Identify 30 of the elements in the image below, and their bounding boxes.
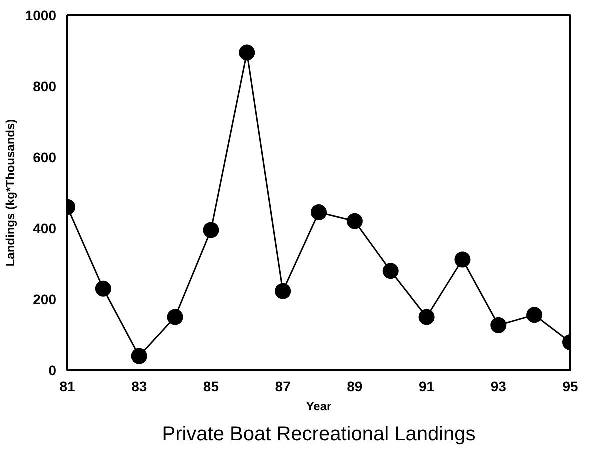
y-tick-label: 600	[33, 150, 57, 166]
point	[95, 280, 112, 297]
text: Private Boat Recreational Landings	[162, 424, 476, 446]
x-tick-label: 89	[347, 378, 363, 394]
y-tick-label: 800	[33, 78, 57, 94]
x-tick-label: 95	[562, 378, 578, 394]
x-axis-title: Year	[306, 400, 332, 414]
x-tick-label: 91	[419, 378, 435, 394]
point	[203, 222, 220, 238]
point	[346, 213, 363, 230]
point	[131, 348, 148, 364]
point	[311, 204, 327, 221]
x-tick-label: 85	[203, 378, 220, 394]
y-axis-title: Landings (kg*Thousands)	[3, 119, 18, 267]
y-tick-label: 400	[33, 220, 57, 236]
point	[454, 252, 471, 268]
point	[418, 309, 435, 326]
point	[239, 44, 256, 61]
point	[275, 283, 292, 300]
x-tick-label: 83	[132, 378, 148, 394]
y-tick-label: 1000	[25, 8, 57, 24]
point	[167, 309, 184, 326]
point	[382, 263, 399, 280]
y-tick-label: 0	[48, 362, 57, 378]
x-tick-label: 81	[60, 378, 76, 394]
y-tick-label: 200	[33, 292, 57, 308]
point	[526, 307, 543, 324]
x-tick-label: 93	[490, 378, 507, 394]
x-tick-label: 87	[275, 378, 292, 394]
point	[490, 317, 507, 334]
